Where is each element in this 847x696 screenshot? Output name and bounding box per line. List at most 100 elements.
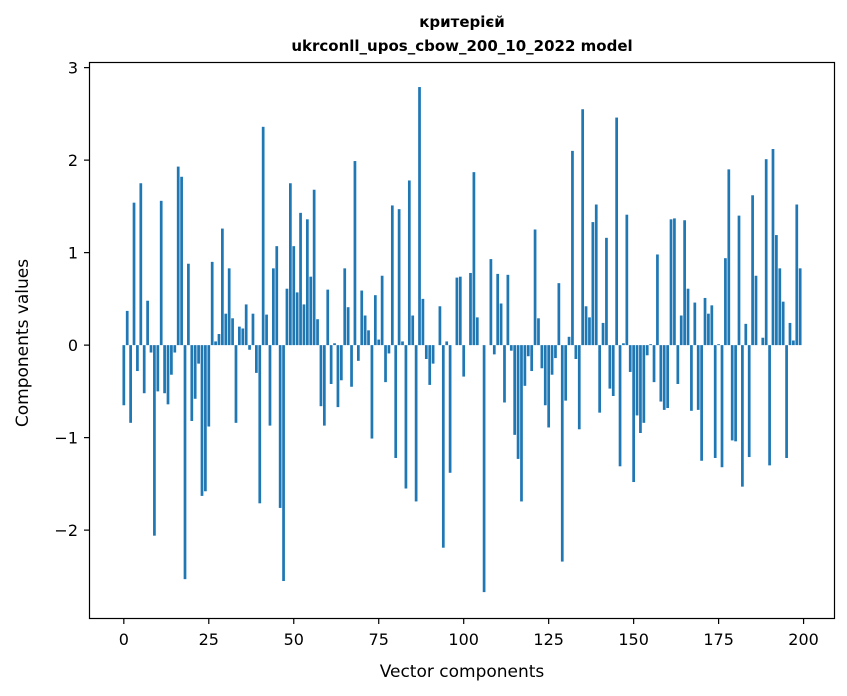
y-tick-label: −2	[54, 521, 78, 540]
bar	[265, 314, 268, 346]
bar	[520, 345, 523, 502]
bar	[639, 345, 642, 434]
bar	[251, 313, 255, 346]
bar	[598, 345, 602, 413]
x-axis-label: Vector components	[380, 662, 545, 682]
chart-title: критерієй	[419, 13, 505, 31]
bar	[448, 345, 452, 473]
bar	[122, 345, 126, 406]
bar	[737, 215, 741, 346]
bar	[455, 277, 459, 346]
bar	[530, 345, 534, 372]
bar	[204, 345, 207, 492]
bar	[615, 117, 619, 346]
bar	[744, 323, 748, 346]
bar	[588, 317, 591, 346]
bar	[190, 345, 194, 421]
bar	[516, 345, 520, 459]
bar	[411, 315, 415, 346]
bar	[312, 189, 316, 346]
bar	[214, 341, 217, 346]
bar	[523, 345, 527, 386]
x-tick-label: 150	[618, 630, 649, 649]
bar	[509, 345, 513, 351]
bar	[377, 339, 381, 346]
bar	[788, 322, 792, 346]
bar	[193, 345, 197, 399]
bar	[649, 344, 652, 346]
bar	[601, 322, 605, 346]
bar	[387, 345, 391, 354]
bar	[197, 345, 200, 364]
bars-group	[122, 87, 802, 593]
bar	[475, 317, 479, 346]
bar	[577, 345, 581, 430]
bar	[149, 345, 153, 353]
bar	[676, 345, 680, 384]
bar	[282, 345, 285, 582]
bar	[285, 288, 289, 346]
bar	[187, 263, 190, 346]
bar	[605, 237, 608, 346]
bar	[669, 219, 673, 346]
bar	[506, 274, 510, 346]
chart-subtitle: ukrconll_upos_cbow_200_10_2022 model	[291, 37, 632, 55]
bar	[173, 345, 177, 353]
bar	[380, 275, 384, 346]
x-tick-label: 25	[199, 630, 219, 649]
bar	[747, 345, 751, 458]
bar	[404, 345, 408, 489]
bar	[727, 169, 731, 346]
bar	[384, 345, 387, 383]
bar	[401, 341, 404, 346]
bar	[571, 150, 574, 346]
bar	[224, 313, 228, 346]
bar	[666, 345, 669, 409]
bar	[238, 326, 241, 346]
bar	[798, 268, 802, 346]
bar	[268, 345, 272, 426]
bar	[564, 345, 568, 401]
y-tick-label: 0	[68, 336, 78, 355]
x-tick-label: 125	[533, 630, 564, 649]
bar	[656, 254, 659, 346]
bar	[662, 345, 666, 410]
bar	[686, 288, 690, 346]
bar	[305, 219, 309, 346]
bar	[139, 183, 143, 346]
bar	[635, 345, 639, 416]
bar	[418, 87, 421, 346]
x-axis-ticks: 0 25 50 75 100 125 150 175 200	[119, 618, 819, 649]
bar	[353, 161, 357, 346]
bar	[210, 261, 214, 346]
bar	[574, 345, 578, 359]
bar	[142, 345, 146, 394]
bar	[397, 209, 401, 346]
bar	[513, 345, 517, 435]
bar	[129, 345, 132, 423]
bar	[703, 297, 707, 346]
bar	[350, 345, 353, 387]
bar	[761, 337, 765, 346]
bar	[322, 345, 326, 426]
bar	[540, 345, 544, 369]
y-axis-ticks: −2 −1 0 1 2 3	[54, 59, 90, 540]
bar	[275, 246, 279, 346]
bar	[244, 304, 248, 346]
bar	[132, 202, 136, 346]
bar	[673, 218, 676, 346]
bar	[584, 306, 588, 346]
bar	[724, 258, 727, 346]
bar	[625, 214, 629, 346]
bar	[272, 268, 275, 346]
bar	[289, 183, 292, 346]
bar	[683, 220, 686, 346]
bar	[537, 318, 540, 346]
bar	[754, 275, 758, 346]
bar	[734, 345, 737, 442]
y-tick-label: 3	[68, 59, 78, 78]
bar	[295, 292, 299, 346]
bar	[424, 345, 428, 359]
bar	[421, 298, 425, 346]
bar	[775, 235, 778, 346]
